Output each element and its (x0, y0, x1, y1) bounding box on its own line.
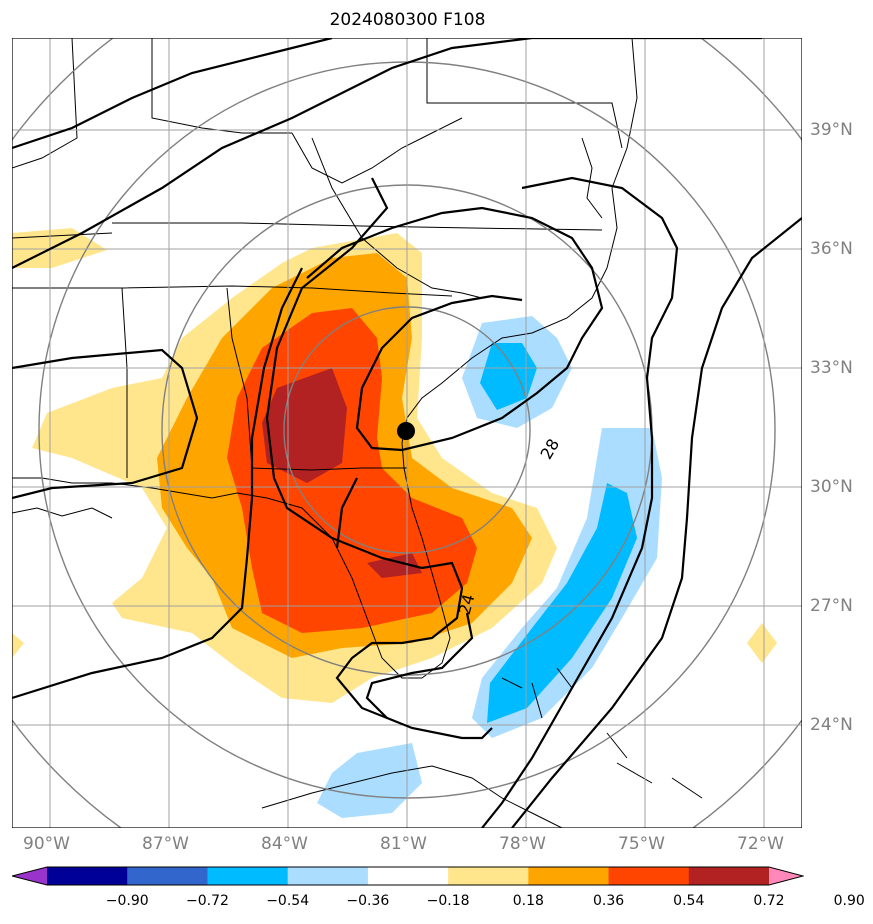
state-border-nc-tn (12, 285, 453, 297)
east-coastline (12, 38, 638, 679)
lat-lon-grid (12, 38, 802, 828)
colorbar-tick-label: −0.18 (426, 893, 470, 909)
lat-label-24n: 24°N (810, 715, 853, 735)
state-border-va-nc (112, 222, 603, 231)
lon-label-75w: 75°W (618, 834, 665, 854)
isoline-28 (306, 206, 604, 452)
lon-label-72w: 72°W (737, 834, 784, 854)
isolines (12, 38, 802, 828)
anomaly-shading (12, 228, 777, 818)
lat-label-27n: 27°N (810, 596, 853, 616)
lat-label-36n: 36°N (810, 239, 853, 259)
colorbar-tick-label: 0.72 (753, 893, 785, 909)
colorbar-segment (528, 867, 610, 885)
state-border-ga-fl (251, 467, 407, 471)
lon-label-90w: 90°W (23, 834, 70, 854)
isoline-northwest (12, 38, 333, 150)
colorbar-segment (12, 867, 47, 885)
colorbar-tick-label: −0.36 (346, 893, 390, 909)
colorbar-segment (608, 867, 690, 885)
cuba-coastline (261, 765, 563, 828)
lon-label-87w: 87°W (142, 834, 189, 854)
lon-label-81w: 81°W (380, 834, 427, 854)
storm-center-marker (397, 422, 415, 440)
colorbar-tick-label: −0.54 (266, 893, 310, 909)
colorbar-tick-label: −0.90 (105, 893, 149, 909)
colorbar-tick-label: 0.18 (512, 893, 544, 909)
isoline-far-east (511, 217, 802, 828)
positive-anomaly-max (367, 553, 422, 578)
colorbar-segment (287, 867, 369, 885)
lon-label-84w: 84°W (261, 834, 308, 854)
negative-anomaly-light (317, 743, 422, 818)
isoline-east (481, 176, 679, 828)
colorbar-tick-label: 0.54 (673, 893, 705, 909)
colorbar-segment (127, 867, 208, 885)
lat-label-39n: 39°N (810, 120, 853, 140)
colorbar-tick-label: 0.90 (833, 893, 865, 909)
positive-anomaly-light (12, 228, 107, 268)
isoline-north (12, 38, 762, 269)
colorbar-segment (367, 867, 449, 885)
colorbar-segment (688, 867, 770, 885)
colorbar-segment (207, 867, 289, 885)
colorbar-segment (769, 867, 803, 885)
colorbar-tick-label: −0.72 (185, 893, 229, 909)
map-canvas: 28 24 (12, 38, 802, 828)
negative-anomaly-medium (487, 483, 637, 723)
state-border-ga-sc (311, 137, 483, 299)
colorbar-segment (47, 867, 128, 885)
coastlines-and-borders (12, 38, 703, 828)
lon-label-78w: 78°W (499, 834, 546, 854)
colorbar-tick-label: 0.36 (592, 893, 625, 909)
positive-anomaly-max (262, 368, 347, 483)
isoline-west-south (12, 267, 303, 700)
negative-anomaly-medium (480, 343, 537, 410)
chesapeake-bay (581, 137, 603, 219)
state-border-in (12, 38, 78, 169)
contour-label-24: 24 (455, 592, 479, 617)
gulf-coast-detail (12, 507, 113, 519)
state-border-pa (426, 38, 623, 149)
isoline-inner-west (12, 348, 199, 500)
isoline-inner-28 (335, 477, 358, 549)
state-border-wv (291, 117, 463, 184)
map-title: 2024080300 F108 (329, 10, 486, 30)
contour-label-28: 28 (537, 435, 564, 462)
bahamas-islands (501, 667, 703, 799)
colorbar-segment (448, 867, 529, 885)
positive-anomaly-light (747, 623, 777, 663)
lat-label-33n: 33°N (810, 358, 853, 378)
positive-anomaly-light (12, 633, 24, 658)
lat-label-30n: 30°N (810, 477, 853, 497)
isoline-24-lower (365, 612, 474, 719)
colorbar (12, 866, 804, 886)
colorbar-tick-labels: −0.90 −0.72 −0.54 −0.36 −0.18 0.18 0.36 0.54 0.7… (0, 893, 873, 917)
isoline-24 (265, 177, 493, 740)
